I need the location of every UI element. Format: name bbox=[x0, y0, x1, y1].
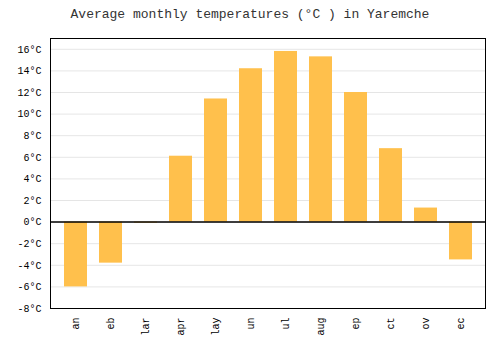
svg-text:an: an bbox=[71, 318, 82, 330]
svg-text:apr: apr bbox=[176, 318, 187, 336]
svg-text:lay: lay bbox=[211, 318, 222, 336]
svg-text:ov: ov bbox=[421, 318, 432, 330]
svg-text:4°C: 4°C bbox=[23, 174, 41, 185]
svg-text:16°C: 16°C bbox=[17, 45, 41, 56]
html-text:Average monthly temperatures (: Average monthly temperatures (°C ) in Ya… bbox=[70, 7, 430, 22]
svg-text:-6°C: -6°C bbox=[17, 282, 41, 293]
svg-text:8°C: 8°C bbox=[23, 131, 41, 142]
svg-text:ep: ep bbox=[351, 318, 362, 330]
svg-text:-8°C: -8°C bbox=[17, 304, 41, 315]
svg-text:ec: ec bbox=[456, 318, 467, 330]
svg-text:6°C: 6°C bbox=[23, 153, 41, 164]
svg-text:ct: ct bbox=[386, 318, 397, 330]
svg-text:0°C: 0°C bbox=[23, 217, 41, 228]
svg-text:10°C: 10°C bbox=[17, 109, 41, 120]
svg-text:14°C: 14°C bbox=[17, 66, 41, 77]
svg-text:lar: lar bbox=[141, 318, 152, 336]
svg-text:aug: aug bbox=[316, 318, 327, 336]
svg-text:-4°C: -4°C bbox=[17, 261, 41, 272]
svg-text:2°C: 2°C bbox=[23, 196, 41, 207]
svg-text:eb: eb bbox=[106, 318, 117, 330]
svg-text:un: un bbox=[246, 318, 257, 330]
svg-text:ul: ul bbox=[281, 318, 292, 330]
svg-text:12°C: 12°C bbox=[17, 88, 41, 99]
svg-text:-2°C: -2°C bbox=[17, 239, 41, 250]
